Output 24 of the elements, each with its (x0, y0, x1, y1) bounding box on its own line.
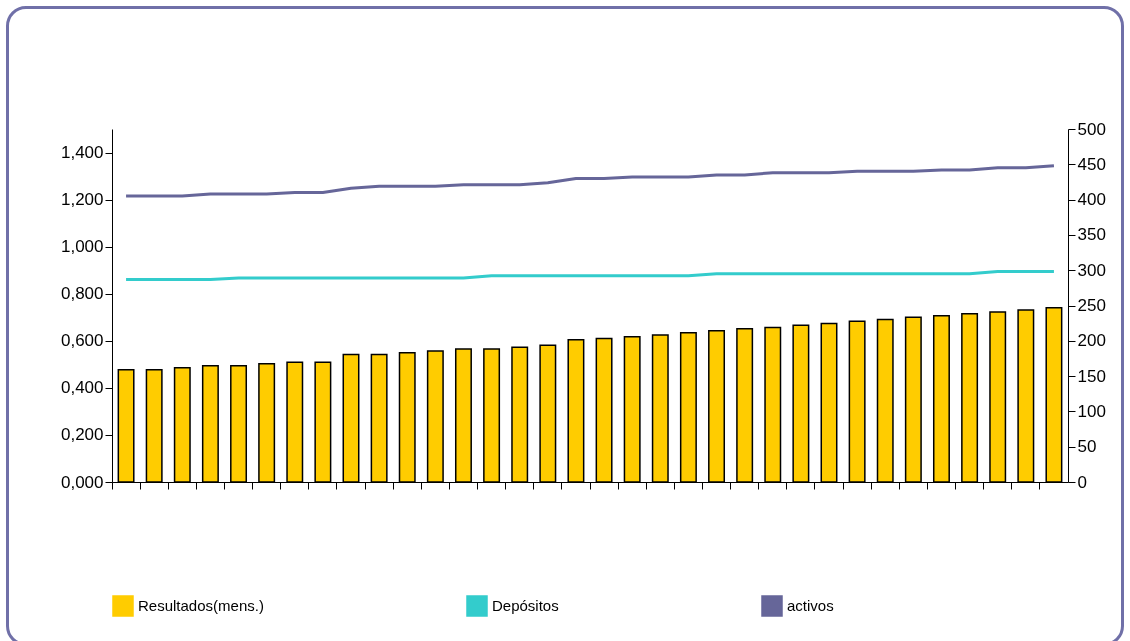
y2-tick-label: 450 (1077, 154, 1106, 174)
y2-tick-label: 150 (1077, 366, 1106, 386)
y-tick-label: 1,400 (60, 143, 104, 163)
legend-label: activos (787, 597, 834, 614)
y-tick-label: 0,600 (60, 331, 104, 351)
y2-tick-label: 200 (1077, 331, 1106, 351)
y-tick-label: 0,200 (60, 425, 104, 445)
y2-tick-label: 400 (1077, 190, 1106, 210)
y-tick-label: 0,000 (60, 472, 104, 492)
line-series (124, 164, 1056, 198)
y-tick-label: 1,200 (60, 190, 104, 210)
y2-tick-label: 250 (1077, 296, 1106, 315)
y-tick-label: 0,400 (60, 378, 104, 398)
y-tick-label: 0,800 (60, 284, 104, 304)
y2-tick-label: 50 (1077, 437, 1097, 457)
y2-tick-label: 100 (1077, 401, 1106, 421)
y-tick-label: 1,000 (60, 237, 104, 257)
y2-tick-label: 350 (1077, 225, 1106, 245)
y2-tick-label: 300 (1077, 260, 1106, 280)
line-series (124, 270, 1056, 281)
y2-tick-label: 0 (1077, 472, 1087, 492)
y2-tick-label: 500 (1077, 119, 1106, 139)
legend-label: Resultados(mens.) (138, 597, 264, 614)
legend-label: Depósitos (492, 597, 559, 614)
